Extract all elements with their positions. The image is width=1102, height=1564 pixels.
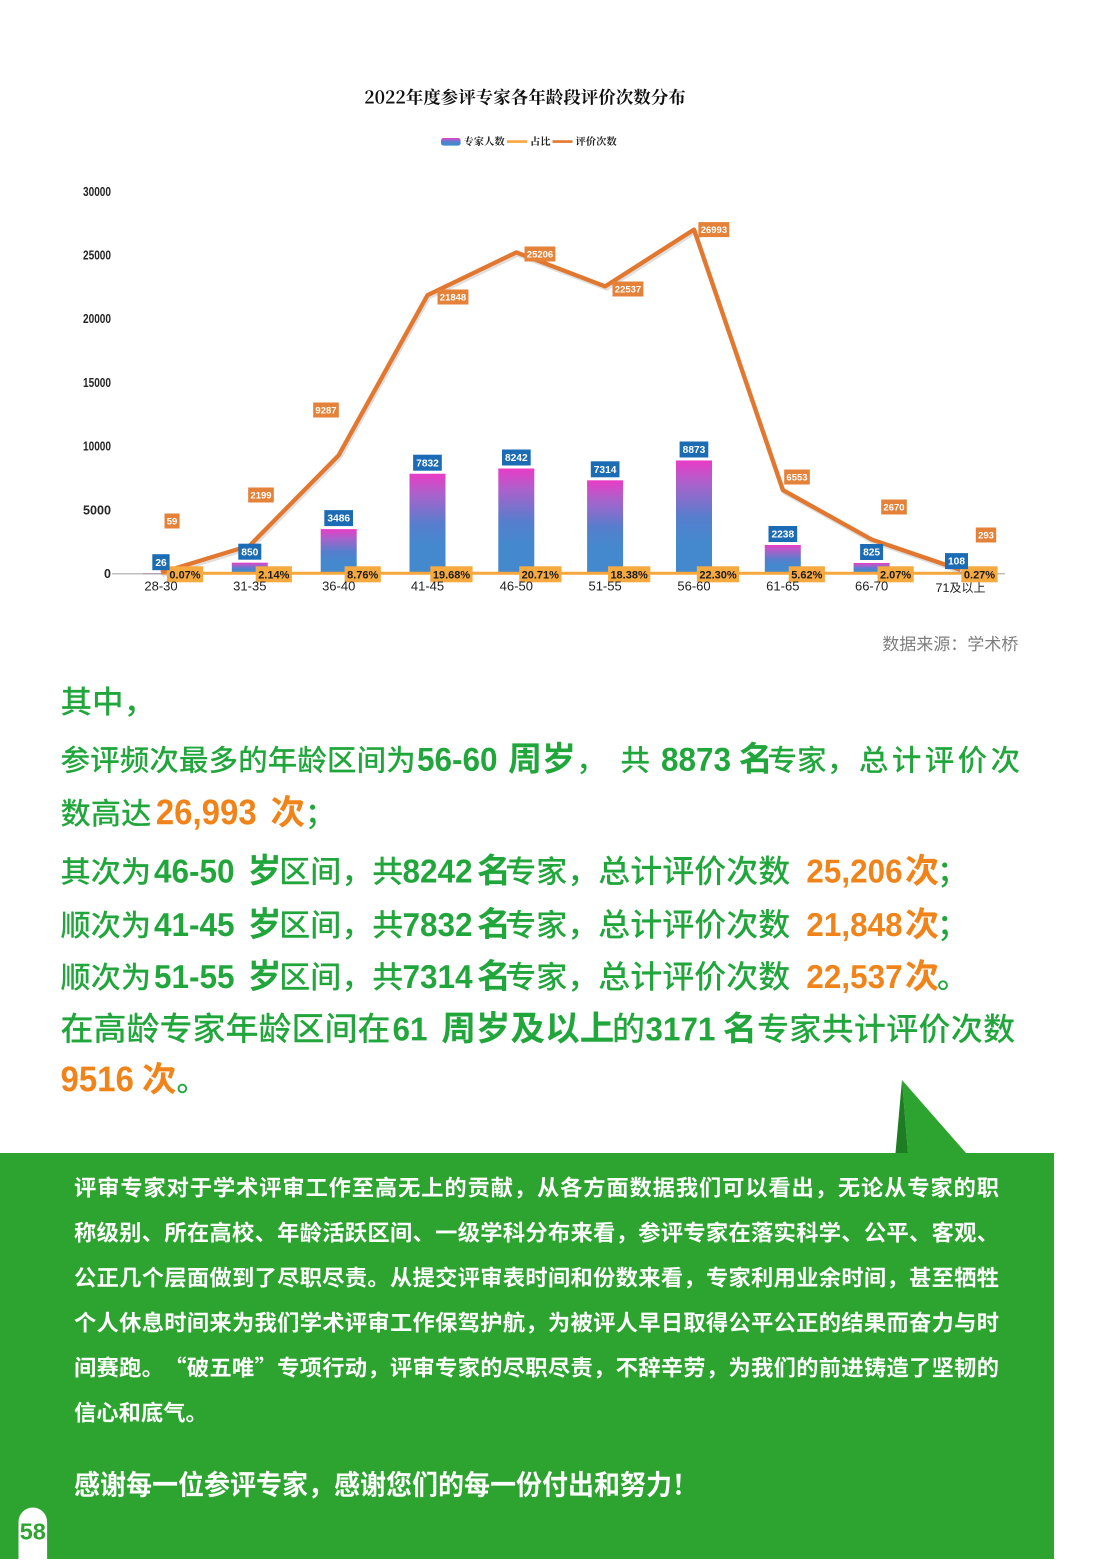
svg-text:31-35: 31-35 [233,579,266,594]
svg-text:293: 293 [978,530,994,541]
svg-text:20000: 20000 [83,312,111,326]
svg-text:2238: 2238 [771,530,794,541]
svg-text:41-45: 41-45 [411,579,444,594]
svg-text:66-70: 66-70 [855,579,888,594]
svg-text:0.07%: 0.07% [169,569,200,581]
svg-text:8.76%: 8.76% [347,569,378,581]
svg-text:59: 59 [167,516,178,527]
svg-text:2199: 2199 [250,490,271,501]
svg-text:0.27%: 0.27% [964,569,995,581]
svg-text:108: 108 [948,557,965,568]
svg-text:0: 0 [104,567,111,581]
svg-text:28-30: 28-30 [144,579,177,594]
svg-text:25206: 25206 [527,249,553,260]
svg-text:46-50: 46-50 [500,579,533,594]
svg-text:2670: 2670 [883,502,904,513]
svg-text:7832: 7832 [416,458,439,469]
svg-text:8873: 8873 [683,445,706,456]
svg-text:26993: 26993 [701,225,727,236]
svg-text:10000: 10000 [83,440,111,454]
svg-text:61-65: 61-65 [766,579,799,594]
svg-text:8242: 8242 [505,453,528,464]
svg-text:20.71%: 20.71% [522,569,560,581]
svg-text:5000: 5000 [83,503,111,517]
svg-text:25000: 25000 [83,249,111,263]
svg-text:2.07%: 2.07% [880,569,911,581]
svg-text:58: 58 [20,1519,46,1545]
svg-text:26: 26 [155,558,167,569]
svg-text:36-40: 36-40 [322,579,355,594]
svg-text:825: 825 [863,548,880,559]
svg-text:22.30%: 22.30% [699,569,737,581]
svg-text:9287: 9287 [315,405,336,416]
svg-text:51-55: 51-55 [588,579,621,594]
svg-text:18.38%: 18.38% [610,569,648,581]
svg-text:5.62%: 5.62% [791,569,822,581]
svg-text:21848: 21848 [440,292,466,303]
svg-text:850: 850 [241,547,258,558]
svg-text:6553: 6553 [786,472,807,483]
svg-text:22537: 22537 [615,284,641,295]
svg-text:30000: 30000 [83,185,111,199]
svg-text:2.14%: 2.14% [258,569,289,581]
svg-text:3486: 3486 [327,514,350,525]
svg-text:7314: 7314 [594,465,617,476]
svg-text:56-60: 56-60 [677,579,710,594]
svg-text:19.68%: 19.68% [433,569,471,581]
svg-text:15000: 15000 [83,376,111,390]
